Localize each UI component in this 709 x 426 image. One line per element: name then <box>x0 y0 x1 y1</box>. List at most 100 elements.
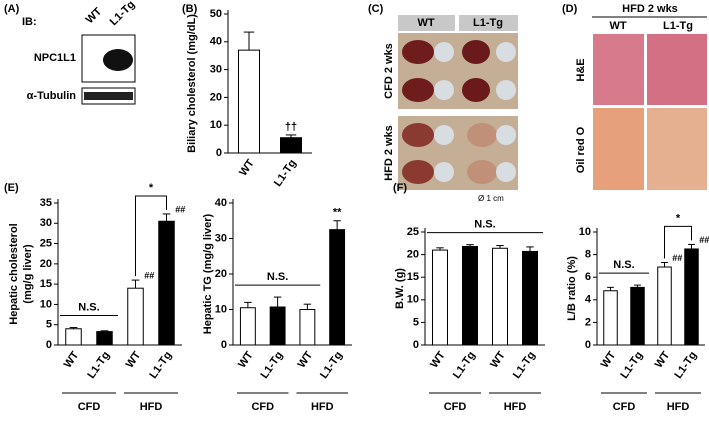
y-axis-label: B.W. (g) <box>394 268 406 309</box>
column-label: WT <box>609 20 626 32</box>
x-tick-label: WT <box>653 349 673 370</box>
blot-band <box>84 92 133 100</box>
bar <box>269 306 286 346</box>
panel-label: (B) <box>182 3 198 15</box>
coin <box>496 125 516 145</box>
histology <box>593 34 644 105</box>
annotation: N.S. <box>613 259 634 271</box>
y-tick-label: 20 <box>210 91 222 103</box>
y-tick-label: 35 <box>40 197 52 209</box>
bar <box>299 309 316 346</box>
bar-label: ## <box>672 253 682 263</box>
lane-label: WT <box>84 5 105 26</box>
x-tick-label: WT <box>599 349 619 370</box>
group-label: HFD <box>140 401 163 413</box>
column-label: WT <box>417 17 434 29</box>
x-tick-label: WT <box>124 349 144 370</box>
y-tick-label: 10 <box>407 294 419 306</box>
bar-label: ## <box>175 204 185 214</box>
y-tick-label: 40 <box>210 36 222 48</box>
y-axis-label: Biliary cholesterol (mg/dL) <box>186 14 198 153</box>
annotation: * <box>149 182 154 194</box>
y-tick-label: 15 <box>40 278 52 290</box>
bar <box>684 248 699 346</box>
bracket <box>664 225 692 259</box>
row-label: H&E <box>575 58 587 81</box>
row-label: NPC1L1 <box>34 52 76 64</box>
annotation: N.S. <box>78 301 99 313</box>
coin <box>496 42 516 62</box>
lane-label: L1-Tg <box>108 0 138 28</box>
x-tick-label: L1-Tg <box>511 350 538 381</box>
bar <box>280 137 302 154</box>
coin <box>434 162 454 182</box>
y-tick-label: 30 <box>215 232 227 244</box>
row-label: CFD 2 wks <box>383 43 395 99</box>
bar <box>492 247 508 346</box>
y-tick-label: 5 <box>46 319 52 331</box>
bar <box>158 220 175 346</box>
liver <box>402 123 434 147</box>
histology <box>647 34 707 105</box>
y-tick-label: 30 <box>40 217 52 229</box>
row-label: HFD 2 wks <box>383 125 395 181</box>
x-tick-label: L1-Tg <box>258 350 285 381</box>
bracket <box>135 195 167 277</box>
y-tick-label: 25 <box>407 226 419 238</box>
group-label: CFD <box>251 401 274 413</box>
bar-label: ## <box>144 270 154 280</box>
x-tick-label: WT <box>62 349 82 370</box>
y-tick-label: 0 <box>413 339 419 351</box>
liver <box>462 78 490 102</box>
y-tick-label: 20 <box>215 268 227 280</box>
liver <box>402 160 434 184</box>
annotation: N.S. <box>474 219 495 231</box>
panel-title: HFD 2 wks <box>622 3 678 15</box>
histology <box>647 108 707 190</box>
annotation: ** <box>333 207 342 219</box>
y-tick-label: 2 <box>585 316 591 328</box>
group-label: CFD <box>613 401 636 413</box>
y-tick-label: 30 <box>210 64 222 76</box>
bar <box>603 290 618 346</box>
bar <box>462 245 478 346</box>
y-tick-label: 6 <box>585 271 591 283</box>
y-tick-label: 0 <box>221 339 227 351</box>
coin <box>496 80 516 100</box>
group-label: HFD <box>311 401 334 413</box>
bar <box>65 328 82 346</box>
x-tick-label: L1-Tg <box>85 350 112 381</box>
group-label: CFD <box>444 401 467 413</box>
x-tick-label: WT <box>237 157 257 178</box>
x-tick-label: L1-Tg <box>318 350 345 381</box>
y-axis-label: Hepatic TG (mg/g liver) <box>202 213 214 334</box>
y-tick-label: 15 <box>407 271 419 283</box>
x-tick-label: L1-Tg <box>672 350 699 381</box>
group-label: HFD <box>504 401 527 413</box>
panel-label: (A) <box>4 3 20 15</box>
y-tick-label: 40 <box>215 197 227 209</box>
panel-label: (C) <box>368 3 384 15</box>
annotation: * <box>676 212 681 224</box>
x-tick-label: WT <box>296 349 316 370</box>
bar <box>432 249 448 346</box>
ib-label: IB: <box>22 16 37 28</box>
column-label: L1-Tg <box>473 17 503 29</box>
bar <box>127 287 144 346</box>
row-label: α-Tubulin <box>27 90 77 102</box>
y-tick-label: 5 <box>413 316 419 328</box>
header-cell <box>459 15 518 31</box>
bar <box>657 266 672 346</box>
y-axis-label: L/B ratio (%) <box>566 256 578 321</box>
liver <box>402 40 434 64</box>
bar <box>96 331 113 346</box>
y-tick-label: 20 <box>407 249 419 261</box>
liver <box>402 78 434 102</box>
x-tick-label: L1-Tg <box>451 350 478 381</box>
x-tick-label: L1-Tg <box>618 350 645 381</box>
coin <box>434 125 454 145</box>
group-label: CFD <box>78 401 101 413</box>
liver <box>467 123 497 147</box>
bar <box>522 250 538 346</box>
